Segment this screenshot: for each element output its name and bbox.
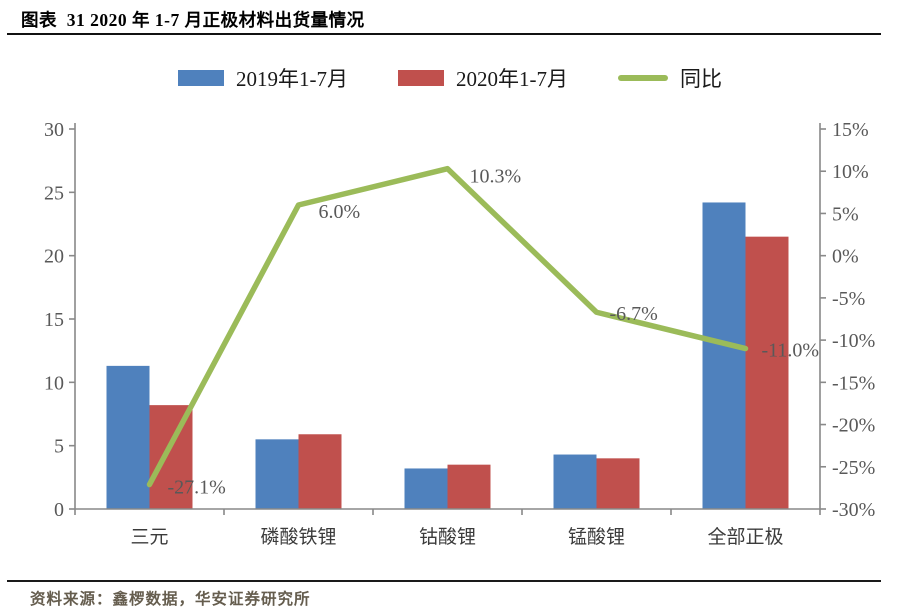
right-axis-tick-label: 0% (832, 246, 859, 268)
title-divider (7, 33, 881, 35)
right-axis-tick-label: -10% (832, 330, 875, 352)
figure-title: 图表 31 2020 年 1-7 月正极材料出货量情况 (21, 10, 365, 30)
left-axis-tick-label: 5 (54, 436, 64, 458)
legend-label-yoy: 同比 (680, 67, 722, 91)
left-axis-tick-label: 30 (44, 119, 64, 141)
left-axis-tick-label: 0 (54, 499, 64, 521)
legend-item-2020: 2020年1-7月 (398, 63, 568, 93)
legend-line-swatch-icon (618, 75, 668, 81)
right-axis-tick-label: 15% (832, 119, 869, 141)
bar-2019年1-7月-全部正极 (702, 202, 746, 509)
yoy-point-label: 10.3% (470, 166, 522, 188)
bar-2019年1-7月-钴酸锂 (404, 468, 448, 509)
yoy-line (146, 165, 749, 488)
bar-2020年1-7月-三元 (149, 405, 193, 509)
left-axis-tick-label: 25 (44, 182, 64, 204)
right-axis-tick-label: -5% (832, 288, 865, 310)
category-label: 全部正极 (707, 526, 783, 548)
left-axis-tick-label: 15 (44, 309, 64, 331)
footer-divider (7, 580, 881, 582)
bar-2020年1-7月-锰酸锂 (596, 458, 640, 509)
legend-item-yoy: 同比 (618, 63, 722, 93)
right-axis-tick-label: 10% (832, 161, 869, 183)
left-axis-tick-label: 20 (44, 246, 64, 268)
category-label: 锰酸锂 (568, 526, 625, 548)
right-axis-tick-label: -20% (832, 415, 875, 437)
right-axis-tick-label: 5% (832, 203, 859, 225)
chart-legend: 2019年1-7月 2020年1-7月 同比 (0, 60, 900, 96)
right-axis-tick-label: -15% (832, 372, 875, 394)
bar-2020年1-7月-全部正极 (745, 236, 789, 509)
legend-label-2020: 2020年1-7月 (456, 67, 568, 91)
bar-2019年1-7月-锰酸锂 (553, 454, 597, 509)
bar-2020年1-7月-钴酸锂 (447, 464, 491, 509)
category-label: 三元 (130, 527, 168, 548)
legend-label-2019: 2019年1-7月 (236, 67, 348, 91)
yoy-point-label: 6.0% (319, 201, 361, 223)
source-note: 资料来源：鑫椤数据，华安证券研究所 (30, 591, 311, 608)
right-axis-tick-label: -25% (832, 457, 875, 479)
yoy-point-label: -11.0% (762, 340, 820, 362)
category-label: 钴酸锂 (419, 526, 476, 548)
legend-item-2019: 2019年1-7月 (178, 63, 348, 93)
legend-swatch-2019-icon (178, 70, 224, 86)
right-axis-tick-label: -30% (832, 499, 875, 521)
left-axis-tick-label: 10 (44, 372, 64, 394)
bar-2019年1-7月-磷酸铁锂 (255, 439, 299, 509)
yoy-point-label: -6.7% (610, 303, 658, 325)
category-label: 磷酸铁锂 (260, 526, 336, 548)
bar-2020年1-7月-磷酸铁锂 (298, 434, 342, 509)
legend-swatch-2020-icon (398, 70, 444, 86)
yoy-point-label: -27.1% (168, 477, 226, 499)
bar-2019年1-7月-三元 (106, 365, 150, 509)
